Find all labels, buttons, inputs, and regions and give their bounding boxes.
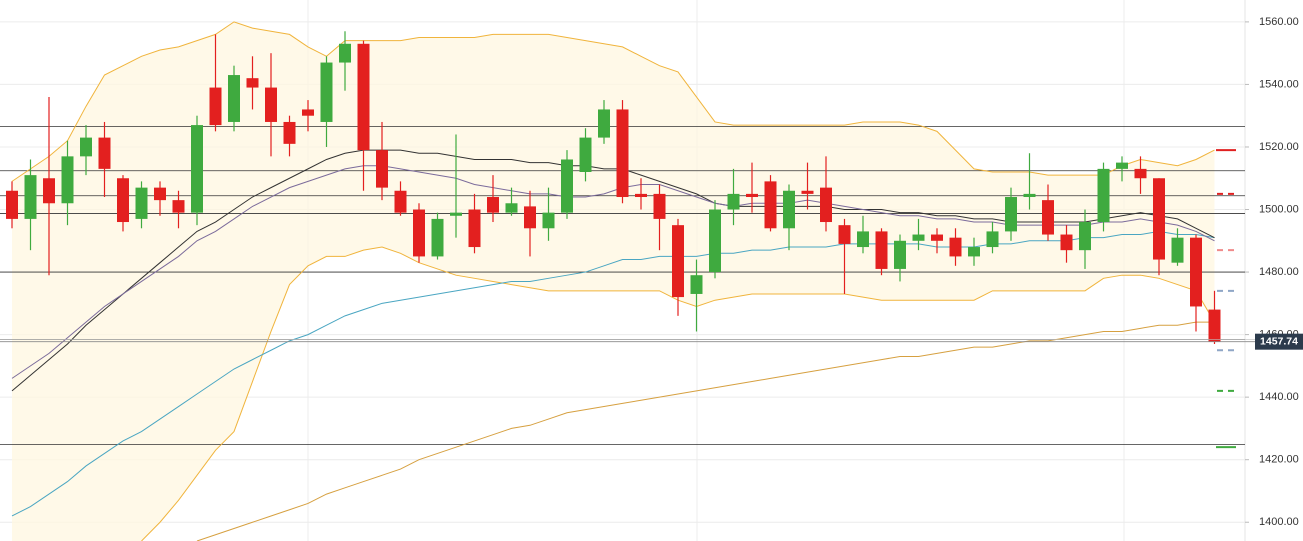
candle-body	[1116, 162, 1128, 169]
candle-body	[135, 187, 148, 219]
candle-body	[450, 212, 462, 216]
candle-body	[487, 197, 499, 213]
candle-body	[542, 212, 555, 229]
candle-body	[949, 237, 962, 257]
overlay-line	[11, 21, 1215, 182]
candle-body	[61, 156, 74, 204]
y-tick-label: 1520.00	[1259, 141, 1299, 153]
last-price-label: 1457.74	[1260, 335, 1298, 347]
candle-body	[672, 225, 684, 298]
candle-body	[1079, 222, 1091, 251]
candle-body	[875, 231, 888, 269]
candle-body	[690, 275, 703, 294]
candle-body	[746, 193, 758, 198]
candle-body	[431, 218, 444, 257]
candle-body	[561, 159, 573, 213]
candle-body	[265, 87, 277, 122]
y-tick-label: 1420.00	[1259, 454, 1299, 466]
candle-body	[986, 231, 999, 248]
candle-body	[616, 109, 629, 198]
band-fill	[12, 21, 1215, 541]
candle-body	[1208, 309, 1221, 342]
y-tick-label: 1560.00	[1259, 16, 1299, 28]
candle-body	[246, 78, 259, 88]
candle-body	[43, 178, 55, 204]
candle-body	[801, 190, 814, 194]
candle-body	[820, 187, 832, 223]
candle-body	[709, 209, 721, 273]
candle-body	[302, 109, 314, 116]
candle-body	[339, 43, 351, 63]
candle-body	[912, 234, 925, 241]
candle-body	[468, 209, 481, 248]
candle-body	[357, 43, 370, 151]
candle-body	[783, 190, 795, 229]
candle-body	[413, 209, 425, 257]
candle-body	[1097, 168, 1110, 223]
overlay-line	[196, 321, 1215, 541]
candle-body	[394, 190, 407, 213]
candle-body	[727, 193, 740, 210]
candle-body	[968, 247, 980, 257]
candle-body	[24, 175, 37, 219]
candle-body	[1171, 237, 1184, 263]
candle-body	[6, 190, 18, 219]
y-tick-label: 1500.00	[1259, 203, 1299, 215]
overlay-line	[11, 230, 1215, 517]
candle-body	[376, 150, 388, 188]
candle-body	[524, 206, 536, 229]
candle-body	[154, 187, 166, 201]
candle-body	[838, 225, 851, 244]
candle-body	[857, 231, 869, 248]
y-tick-label: 1440.00	[1259, 391, 1299, 403]
candle-body	[579, 137, 592, 172]
candle-body	[1023, 193, 1036, 198]
candle-body	[320, 62, 333, 122]
y-tick-label: 1400.00	[1259, 516, 1299, 528]
candle-body	[635, 193, 647, 198]
candle-body	[228, 75, 240, 122]
candle-body	[1060, 234, 1073, 251]
candle-body	[98, 137, 111, 169]
candle-body	[1134, 168, 1147, 179]
candle-body	[764, 181, 777, 229]
candle-body	[505, 203, 518, 213]
candle-body	[117, 178, 129, 223]
candle-body	[191, 125, 203, 213]
candle-body	[283, 121, 296, 144]
candle-body	[653, 193, 666, 219]
candle-body	[1005, 197, 1017, 232]
candle-body	[931, 234, 943, 241]
candle-body	[1042, 200, 1054, 235]
candle-body	[172, 200, 185, 213]
candle-body	[80, 137, 92, 157]
candle-body	[1190, 237, 1202, 307]
y-tick-label: 1540.00	[1259, 78, 1299, 90]
candle-body	[894, 240, 906, 269]
price-tag	[1255, 333, 1303, 350]
candle-body	[598, 109, 610, 138]
y-tick-label: 1480.00	[1259, 266, 1299, 278]
candle-body	[1153, 178, 1165, 260]
candle-body	[209, 87, 222, 126]
